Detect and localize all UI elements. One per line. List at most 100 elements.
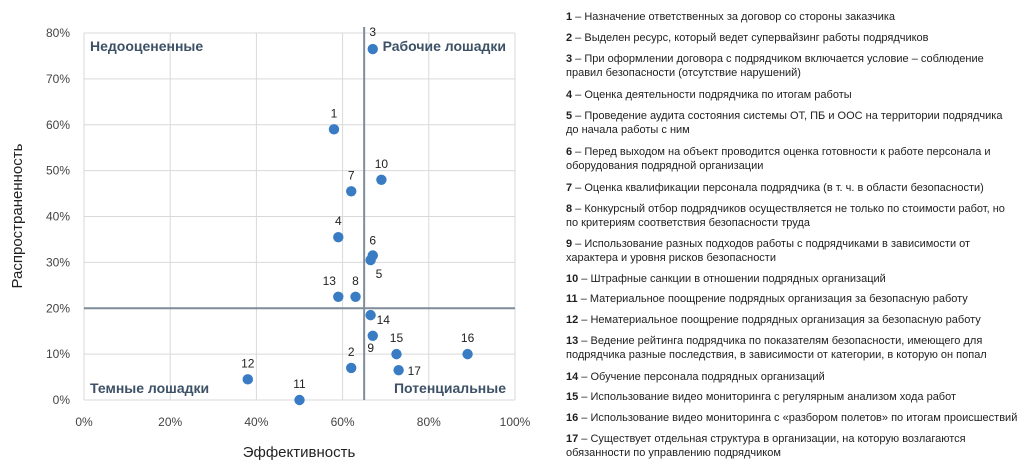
quadrant-label-top-right: Рабочие лошадки xyxy=(383,38,506,54)
data-point-label-16: 16 xyxy=(461,331,475,345)
legend-text: – Нематериальное поощрение подрядных орг… xyxy=(578,314,981,326)
legend-text: – Использование видео мониторинга с «раз… xyxy=(578,412,1018,424)
quadrant-label-bottom-left: Темные лошадки xyxy=(90,380,209,396)
data-point-9 xyxy=(367,330,378,341)
x-tick-label: 40% xyxy=(244,415,268,429)
data-point-16 xyxy=(462,348,473,360)
y-tick-label: 60% xyxy=(46,118,70,132)
data-point-7 xyxy=(346,186,357,197)
data-point-label-10: 10 xyxy=(375,157,389,171)
x-tick-label: 100% xyxy=(500,415,531,429)
legend-item-4: 4 – Оценка деятельности подрядчика по ит… xyxy=(566,88,1018,102)
data-point-13 xyxy=(333,291,344,302)
data-point-label-2: 2 xyxy=(348,345,355,359)
legend-text: – Обучение персонала подрядных организац… xyxy=(578,371,825,383)
legend-number: 13 xyxy=(566,335,579,347)
legend-number: 3 xyxy=(566,53,573,65)
legend-number: 2 xyxy=(566,32,573,44)
threshold-lines xyxy=(84,27,515,400)
x-tick-label: 0% xyxy=(75,415,93,429)
quadrant-labels: Недооцененные Рабочие лошадки Темные лошад… xyxy=(90,38,506,396)
legend-item-7: 7 – Оценка квалификации персонала подряд… xyxy=(566,181,1018,195)
data-point-label-4: 4 xyxy=(335,214,342,228)
legend-text: – Оценка деятельности подрядчика по итог… xyxy=(572,89,852,101)
legend-item-15: 15 – Использование видео мониторинга с р… xyxy=(566,390,1018,404)
legend-text: – Перед выходом на объект проводится оце… xyxy=(566,146,991,172)
y-tick-label: 50% xyxy=(46,164,70,178)
data-point-label-14: 14 xyxy=(377,313,391,327)
y-tick-label: 70% xyxy=(46,72,70,86)
legend-item-2: 2 – Выделен ресурс, который ведет суперв… xyxy=(566,31,1018,45)
y-tick-label: 0% xyxy=(53,393,71,407)
quadrant-label-top-left: Недооцененные xyxy=(90,38,203,54)
legend-text: – Существует отдельная структура в орган… xyxy=(566,433,966,459)
legend-text: – Оценка квалификации персонала подрядчи… xyxy=(572,182,984,194)
data-point-label-12: 12 xyxy=(241,356,255,370)
legend-item-9: 9 – Использование разных подходов работы… xyxy=(566,237,1018,265)
legend-text: – Использование видео мониторинга с регу… xyxy=(578,391,957,403)
y-tick-label: 80% xyxy=(46,26,70,40)
legend-item-1: 1 – Назначение ответственных за договор … xyxy=(566,10,1018,24)
y-tick-label: 30% xyxy=(46,255,70,269)
data-point-label-8: 8 xyxy=(352,274,359,288)
legend-text: – Проведение аудита состояния системы ОТ… xyxy=(566,110,1003,136)
legend-item-16: 16 – Использование видео мониторинга с «… xyxy=(566,411,1018,425)
data-point-label-9: 9 xyxy=(367,341,374,355)
legend-text: – Материальное поощрение подрядных орган… xyxy=(577,293,968,305)
legend-number: 17 xyxy=(566,433,579,445)
legend-item-11: 11 – Материальное поощрение подрядных ор… xyxy=(566,292,1018,306)
legend-item-14: 14 – Обучение персонала подрядных органи… xyxy=(566,370,1018,384)
legend-number: 1 xyxy=(566,11,573,23)
data-point-8 xyxy=(350,291,361,302)
x-tick-label: 80% xyxy=(417,415,441,429)
data-point-label-3: 3 xyxy=(369,25,376,39)
data-point-label-13: 13 xyxy=(323,274,337,288)
legend-text: – Использование разных подходов работы с… xyxy=(566,238,971,264)
data-point-4 xyxy=(333,231,344,243)
legend-number: 15 xyxy=(566,391,579,403)
data-point-3 xyxy=(367,43,378,55)
legend-number: 10 xyxy=(566,273,579,285)
legend-number: 5 xyxy=(566,110,573,122)
legend-text: – Конкурсный отбор подрядчиков осуществл… xyxy=(566,203,1005,229)
legend-number: 14 xyxy=(566,371,579,383)
legend-item-10: 10 – Штрафные санкции в отношении подряд… xyxy=(566,272,1018,286)
data-point-14 xyxy=(365,309,376,321)
legend-item-13: 13 – Ведение рейтинга подрядчика по пока… xyxy=(566,334,1018,362)
data-point-17 xyxy=(393,364,404,376)
legend-number: 12 xyxy=(566,314,579,326)
legend-text: – Штрафные санкции в отношении подрядных… xyxy=(578,273,886,285)
legend-number: 9 xyxy=(566,238,573,250)
x-tick-label: 20% xyxy=(158,415,182,429)
legend-text: – При оформлении договора с подрядчиком … xyxy=(566,53,984,79)
data-point-label-1: 1 xyxy=(331,106,338,120)
legend-item-12: 12 – Нематериальное поощрение подрядных … xyxy=(566,313,1018,327)
grid xyxy=(83,32,516,401)
data-point-11 xyxy=(294,394,305,406)
data-point-10 xyxy=(376,174,387,185)
legend-item-8: 8 – Конкурсный отбор подрядчиков осущест… xyxy=(566,202,1018,230)
legend-number: 11 xyxy=(566,293,578,305)
data-point-label-11: 11 xyxy=(293,377,306,391)
data-point-6 xyxy=(367,250,378,261)
data-point-15 xyxy=(391,348,402,360)
data-point-label-7: 7 xyxy=(348,168,355,182)
data-point-12 xyxy=(242,374,253,385)
legend-item-6: 6 – Перед выходом на объект проводится о… xyxy=(566,145,1018,173)
quadrant-label-bottom-right: Потенциальные xyxy=(394,380,506,396)
data-point-label-5: 5 xyxy=(376,267,383,281)
x-tick-label: 60% xyxy=(331,415,355,429)
legend-number: 6 xyxy=(566,146,573,158)
data-point-2 xyxy=(346,362,357,374)
legend-number: 8 xyxy=(566,203,573,215)
x-axis-label: Эффективность xyxy=(243,444,356,461)
y-tick-label: 40% xyxy=(46,210,70,224)
legend-text: – Выделен ресурс, который ведет супервай… xyxy=(572,32,929,44)
y-tick-label: 20% xyxy=(46,301,70,315)
y-tick-label: 10% xyxy=(46,347,70,361)
data-point-label-6: 6 xyxy=(369,233,376,247)
axis-ticks: 0% 20% 40% 60% 80% 100% 0% 10% 20% 30% 40% 50% 60% 70… xyxy=(46,26,531,429)
y-axis-label: Распространенность xyxy=(9,143,26,288)
legend-item-17: 17 – Существует отдельная структура в ор… xyxy=(566,432,1018,460)
